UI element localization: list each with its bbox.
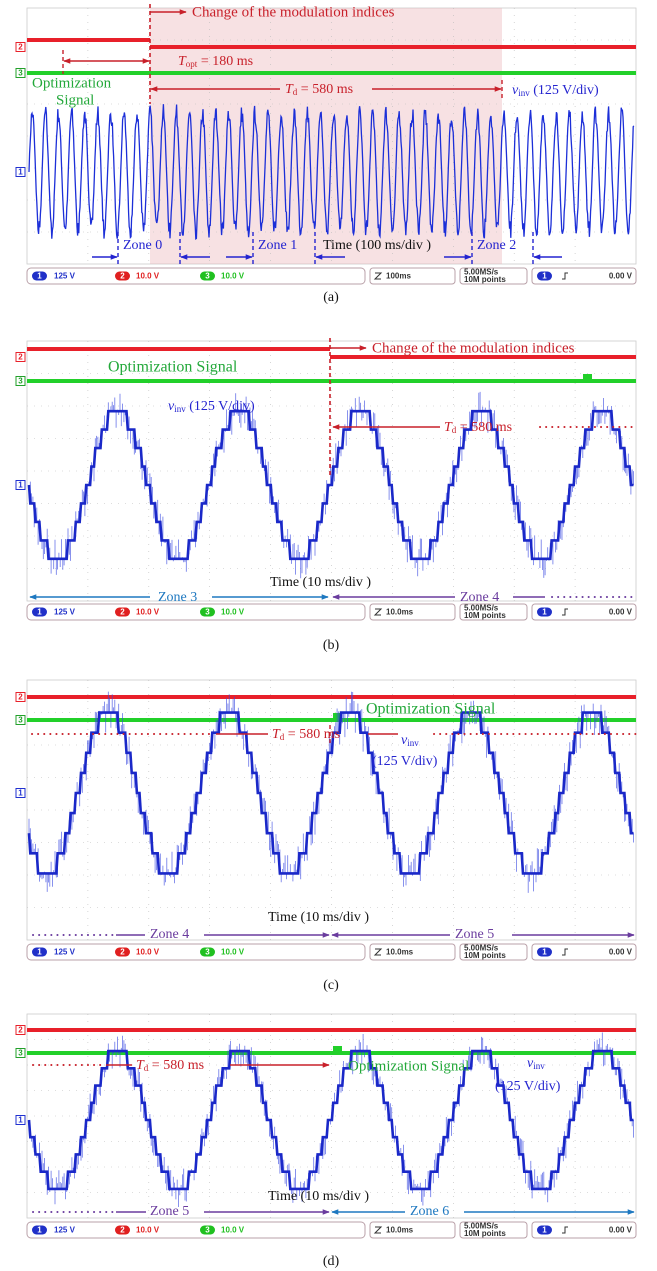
panel-label: (b) <box>323 638 340 653</box>
status-box <box>370 268 455 284</box>
record-length: 10M points <box>464 1229 506 1238</box>
annotation: Zone 5 <box>455 927 494 942</box>
channel-number: 2 <box>18 353 23 362</box>
annotation: Signal <box>56 92 94 108</box>
annotation: (125 V/div) <box>495 1079 561 1094</box>
annotation: Change of the modulation indices <box>372 340 575 356</box>
trigger-level: 0.00 V <box>609 1226 633 1235</box>
symbol-text: = 580 ms <box>456 420 512 435</box>
symbol-text: = 580 ms <box>297 82 353 97</box>
annotation: Time (10 ms/div ) <box>268 910 369 925</box>
record-length: 10M points <box>464 611 506 620</box>
subscript: inv <box>407 738 419 748</box>
ch2-scale: 10.0 V <box>136 1226 160 1235</box>
ch2-scale: 10.0 V <box>136 948 160 957</box>
ch1-scale: 125 V <box>54 272 76 281</box>
channel-pill-number: 1 <box>542 1226 547 1235</box>
annotation: Change of the modulation indices <box>192 4 395 20</box>
annotation: Zone 6 <box>410 1204 449 1219</box>
annotation: Time (100 ms/div ) <box>323 238 431 253</box>
timebase: 10.0ms <box>386 608 414 617</box>
channel-number: 3 <box>18 1049 23 1058</box>
trigger-level: 0.00 V <box>609 948 633 957</box>
channel-pill-number: 1 <box>37 1226 42 1235</box>
annotation: Optimization Signal <box>366 701 496 718</box>
panel-label: (c) <box>323 978 339 993</box>
status-box <box>27 944 365 960</box>
channel-pill-number: 2 <box>120 272 125 281</box>
symbol-text: = 580 ms <box>148 1058 204 1073</box>
annotation: Zone 2 <box>477 238 516 253</box>
channel-number: 1 <box>18 168 23 177</box>
ch3-pulse <box>583 374 592 379</box>
symbol-text: = 580 ms <box>284 727 340 742</box>
status-box <box>27 604 365 620</box>
channel-pill-number: 1 <box>542 948 547 957</box>
timebase: 100ms <box>386 272 411 281</box>
channel-number: 1 <box>18 1116 23 1125</box>
timebase: 10.0ms <box>386 948 414 957</box>
timebase: 10.0ms <box>386 1226 414 1235</box>
channel-pill-number: 1 <box>37 948 42 957</box>
ch1-scale: 125 V <box>54 948 76 957</box>
subscript: opt <box>186 59 198 69</box>
ch3-scale: 10.0 V <box>221 948 245 957</box>
annotation: (125 V/div) <box>372 754 438 769</box>
annotation: Zone 3 <box>158 590 197 605</box>
annotation: Zone 4 <box>460 590 499 605</box>
channel-number: 2 <box>18 43 23 52</box>
ch3-pulse <box>333 1046 342 1051</box>
figure: 2311125 V210.0 V310.0 V100ms5.00MS/s10M … <box>0 0 657 1271</box>
channel-number: 3 <box>18 377 23 386</box>
panel-label: (a) <box>323 290 339 305</box>
channel-number: 3 <box>18 716 23 725</box>
annotation: Optimization <box>32 75 112 91</box>
ch1-scale: 125 V <box>54 608 76 617</box>
annotation: Time (10 ms/div ) <box>268 1189 369 1204</box>
annotation: Zone 5 <box>150 1204 189 1219</box>
symbol-text: (125 V/div) <box>530 83 599 98</box>
channel-pill-number: 2 <box>120 1226 125 1235</box>
channel-pill-number: 1 <box>37 608 42 617</box>
subscript: inv <box>174 404 186 414</box>
annotation: Zone 4 <box>150 927 189 942</box>
channel-pill-number: 2 <box>120 608 125 617</box>
subscript: inv <box>518 88 530 98</box>
symbol-text: = 180 ms <box>197 54 253 69</box>
channel-pill-number: 1 <box>37 272 42 281</box>
record-length: 10M points <box>464 275 506 284</box>
ch1-scale: 125 V <box>54 1226 76 1235</box>
channel-number: 1 <box>18 789 23 798</box>
channel-number: 2 <box>18 1026 23 1035</box>
annotation: Zone 0 <box>123 238 162 253</box>
channel-number: 2 <box>18 693 23 702</box>
ch3-scale: 10.0 V <box>221 608 245 617</box>
trigger-level: 0.00 V <box>609 272 633 281</box>
symbol-text: (125 V/div) <box>186 399 255 414</box>
channel-number: 3 <box>18 69 23 78</box>
ch3-scale: 10.0 V <box>221 1226 245 1235</box>
channel-pill-number: 2 <box>120 948 125 957</box>
ch2-scale: 10.0 V <box>136 608 160 617</box>
channel-pill-number: 1 <box>542 272 547 281</box>
channel-pill-number: 3 <box>205 948 210 957</box>
trigger-level: 0.00 V <box>609 608 633 617</box>
page: {"channels": ["1", "2", "3"], "panels": … <box>0 0 657 1271</box>
annotation: Zone 1 <box>258 238 297 253</box>
channel-pill-number: 3 <box>205 608 210 617</box>
status-box <box>27 1222 365 1238</box>
subscript: inv <box>533 1061 545 1071</box>
channel-number: 1 <box>18 481 23 490</box>
channel-pill-number: 3 <box>205 1226 210 1235</box>
annotation: Time (10 ms/div ) <box>270 575 371 590</box>
ch3-scale: 10.0 V <box>221 272 245 281</box>
annotation: Optimization Signal <box>348 1058 469 1074</box>
status-box <box>27 268 365 284</box>
channel-pill-number: 1 <box>542 608 547 617</box>
panel-label: (d) <box>323 1254 340 1269</box>
record-length: 10M points <box>464 951 506 960</box>
annotation: Optimization Signal <box>108 359 238 376</box>
ch2-scale: 10.0 V <box>136 272 160 281</box>
channel-pill-number: 3 <box>205 272 210 281</box>
